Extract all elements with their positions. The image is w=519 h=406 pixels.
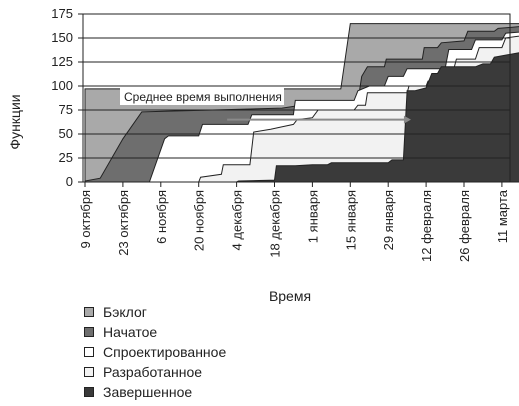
- x-axis-title: Время: [269, 288, 311, 304]
- legend-swatch-4: [84, 367, 94, 377]
- y-tick-label-1: 0: [66, 174, 73, 189]
- y-tick-label-2: 25: [59, 150, 73, 165]
- y-tick-label-6: 125: [51, 54, 73, 69]
- x-tick-label-8: 15 января: [343, 190, 358, 250]
- x-tick-label-10: 12 февраля: [419, 190, 434, 262]
- y-axis-title: Функции: [7, 94, 23, 149]
- legend-item-1: Бэклог: [84, 302, 226, 322]
- legend-label-1: Бэклог: [103, 304, 147, 320]
- legend-label-2: Начатое: [103, 324, 158, 340]
- x-tick-label-1: 9 октября: [78, 190, 93, 248]
- y-tick-label-4: 75: [59, 102, 73, 117]
- x-tick-label-7: 1 января: [305, 190, 320, 243]
- legend-swatch-2: [84, 327, 94, 337]
- legend-label-4: Разработанное: [103, 364, 203, 380]
- x-tick-label-12: 11 марта: [495, 189, 510, 243]
- y-tick-label-5: 100: [51, 78, 73, 93]
- x-tick-label-6: 18 декабря: [268, 190, 283, 258]
- x-tick-label-5: 4 декабря: [230, 190, 245, 250]
- x-tick-label-11: 26 февраля: [457, 190, 472, 262]
- y-tick-label-3: 50: [59, 126, 73, 141]
- legend-swatch-3: [84, 347, 94, 357]
- y-tick-label-7: 150: [51, 30, 73, 45]
- legend-item-5: Завершенное: [84, 382, 226, 402]
- area-5: [85, 52, 519, 183]
- legend-swatch-5: [84, 387, 94, 397]
- x-tick-label-4: 20 ноября: [192, 190, 207, 251]
- legend-item-4: Разработанное: [84, 362, 226, 382]
- plot-area: 0 25 50 75 100 125 150 175 9 октября 23 октября 6 …: [51, 6, 519, 262]
- legend: Бэклог Начатое Спроектированное Разработанн…: [84, 302, 226, 402]
- legend-swatch-1: [84, 307, 94, 317]
- annotation-box: [120, 88, 284, 105]
- plot-frame: [82, 13, 511, 183]
- annotation-arrowhead: [403, 115, 411, 124]
- x-tick-label-3: 6 ноября: [154, 190, 169, 244]
- legend-label-3: Спроектированное: [103, 344, 227, 360]
- x-tick-label-9: 29 января: [381, 190, 396, 250]
- legend-item-3: Спроектированное: [84, 342, 226, 362]
- annotation-text: Среднее время выполнения: [124, 90, 282, 104]
- legend-label-5: Завершенное: [103, 384, 193, 400]
- legend-item-2: Начатое: [84, 322, 226, 342]
- x-tick-label-2: 23 октября: [116, 190, 131, 256]
- y-tick-label-8: 175: [51, 6, 73, 21]
